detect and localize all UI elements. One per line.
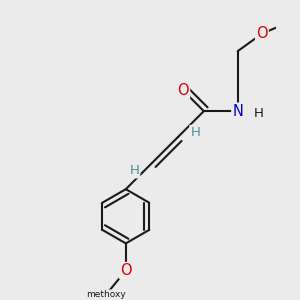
Text: methoxy: methoxy <box>87 290 126 299</box>
Text: H: H <box>129 164 139 177</box>
Text: H: H <box>190 126 200 139</box>
Text: H: H <box>254 106 264 120</box>
Text: O: O <box>178 83 189 98</box>
Text: N: N <box>232 104 243 119</box>
Text: O: O <box>256 26 268 41</box>
Text: O: O <box>120 263 132 278</box>
